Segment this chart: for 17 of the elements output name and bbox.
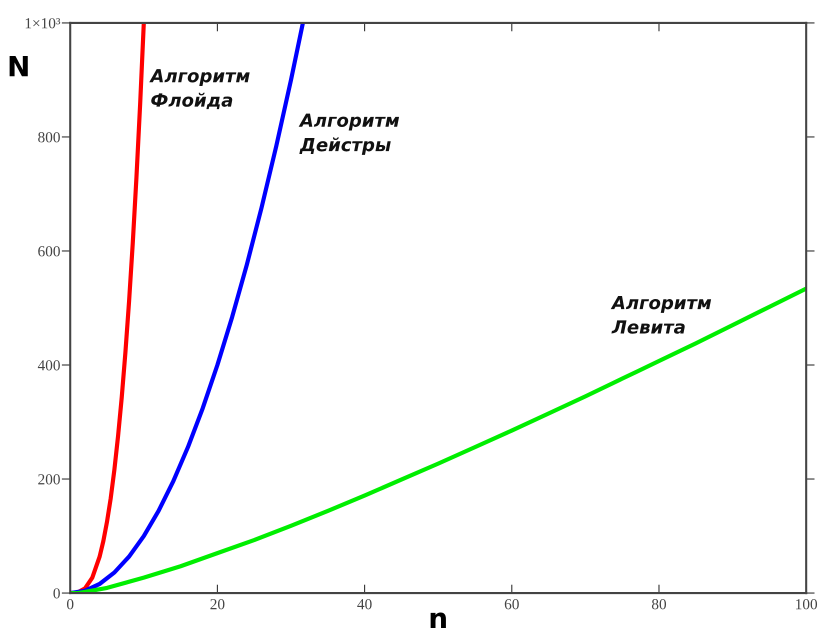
y-tick-label: 400	[38, 360, 60, 370]
y-tick-label: 0	[53, 588, 60, 598]
x-tick-label: 0	[66, 599, 74, 610]
annotation: Алгоритм Дейстры	[298, 114, 400, 155]
y-tick-label: 1×10³	[26, 18, 60, 28]
y-axis-title: N	[10, 56, 28, 76]
annotation: Алгоритм Левита	[610, 296, 712, 334]
y-tick-label: 600	[38, 246, 60, 256]
x-axis-title: n	[430, 612, 446, 628]
annotation: Алгоритм Флойда	[149, 69, 250, 110]
y-tick-label: 200	[38, 474, 60, 484]
x-tick-label: 80	[652, 599, 666, 610]
x-tick-label: 100	[796, 599, 818, 610]
x-tick-label: 40	[357, 599, 372, 610]
x-tick-label: 20	[210, 599, 224, 610]
y-tick-label: 800	[38, 132, 60, 142]
x-tick-label: 60	[504, 599, 519, 610]
